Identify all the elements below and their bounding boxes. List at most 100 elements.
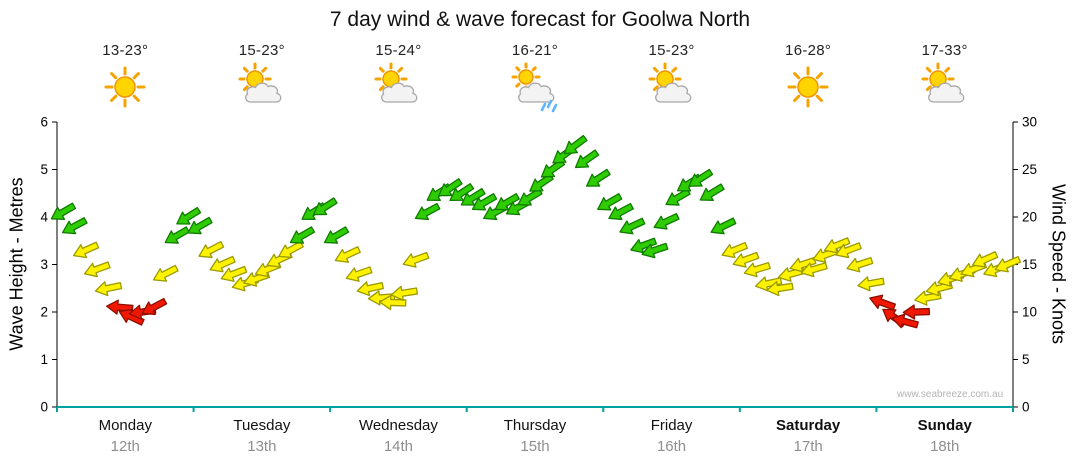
partly-cloudy-icon	[374, 62, 418, 103]
wind-arrow	[312, 197, 338, 216]
day-axis-label: Monday 12th	[55, 417, 195, 455]
wind-arrow-shape	[902, 304, 931, 320]
wind-arrow-shape	[471, 193, 498, 211]
wind-arrow	[83, 261, 111, 278]
right-axis-label: Wind Speed - Knots	[1048, 183, 1069, 345]
wind-arrow-shape	[754, 276, 783, 292]
wind-arrow	[766, 281, 794, 297]
wind-arrow-shape	[619, 217, 646, 235]
wind-arrow	[641, 242, 669, 259]
right-tick-label: 30	[1022, 115, 1037, 130]
wind-arrow-shape	[710, 217, 737, 235]
rain-showers-icon	[511, 62, 558, 113]
day-name: Tuesday	[233, 417, 291, 434]
wind-arrow	[743, 261, 771, 278]
wind-arrow-shape	[289, 226, 316, 244]
wind-arrow-shape	[164, 226, 190, 244]
wind-arrow	[289, 226, 316, 244]
wind-arrow	[699, 183, 725, 201]
wind-arrow-shape	[345, 266, 373, 282]
sun-ray	[397, 66, 404, 73]
day-name: Saturday	[776, 417, 841, 434]
wind-arrow	[869, 294, 896, 311]
wind-arrow-shape	[743, 261, 771, 278]
left-tick-label: 1	[40, 352, 48, 367]
day-temperature: 15-23°	[648, 42, 695, 59]
day-temperature: 13-23°	[102, 42, 149, 59]
wind-arrow-shape	[460, 187, 486, 206]
wind-arrow	[164, 226, 190, 244]
day-forecast-header: 16-21°	[475, 42, 595, 119]
wind-arrow	[835, 242, 862, 259]
sun-ray	[261, 66, 267, 73]
right-tick-label: 10	[1022, 305, 1037, 320]
right-tick-label: 5	[1022, 352, 1030, 367]
day-date: 17th	[793, 438, 823, 455]
sun-ray	[815, 72, 824, 80]
wind-arrow	[460, 187, 486, 206]
sun-ray	[515, 66, 521, 72]
left-axis-label: Wave Height - Metres	[6, 177, 27, 351]
wind-arrow	[586, 168, 611, 187]
wind-arrow-shape	[220, 265, 248, 282]
wind-arrow-shape	[766, 281, 794, 297]
cloud	[381, 82, 418, 103]
left-tick-label: 2	[40, 305, 48, 320]
wind-arrow-shape	[721, 241, 749, 259]
sun-ray	[379, 66, 386, 73]
wind-arrow-shape	[641, 242, 669, 259]
wind-arrow-shape	[141, 297, 168, 316]
wind-arrow-shape	[334, 246, 361, 263]
wind-arrow-shape	[586, 168, 611, 187]
wind-arrow-shape	[971, 251, 999, 268]
wind-arrow-shape	[50, 202, 77, 221]
sun-ray	[925, 66, 932, 73]
day-axis-label: Wednesday 14th	[328, 417, 468, 455]
wind-arrow-shape	[994, 256, 1022, 273]
wind-arrow-shape	[494, 193, 520, 211]
wind-arrow-shape	[688, 168, 714, 187]
day-date: 13th	[247, 438, 277, 455]
day-forecast-header: 16-28°	[748, 42, 868, 119]
wind-arrow-shape	[312, 197, 338, 216]
wind-arrow-shape	[823, 237, 851, 254]
cloud	[654, 82, 691, 103]
day-name: Wednesday	[358, 417, 438, 434]
wind-arrow	[800, 262, 828, 278]
wind-arrow-shape	[891, 313, 919, 329]
wind-arrow	[891, 313, 919, 329]
wind-arrow	[630, 237, 657, 254]
sun-ray	[110, 72, 118, 80]
sun-ray	[925, 85, 932, 92]
wind-arrow	[597, 193, 623, 211]
wind-arrow-shape	[187, 216, 213, 235]
wind-arrow	[50, 202, 77, 221]
day-name: Thursday	[503, 417, 567, 434]
day-forecast-header: 15-24°	[338, 42, 458, 119]
wind-arrow	[187, 216, 213, 235]
wind-arrow-shape	[356, 281, 384, 297]
wind-arrow-shape	[563, 134, 588, 155]
wind-arrow	[732, 251, 760, 268]
day-date: 12th	[110, 438, 140, 455]
day-temperature: 16-21°	[511, 42, 559, 59]
day-date: 18th	[930, 438, 960, 455]
wind-arrow	[494, 193, 520, 211]
sun-ray	[242, 85, 249, 92]
sun-ray	[793, 94, 801, 102]
wind-arrow	[857, 276, 885, 292]
wind-arrow	[449, 183, 475, 202]
wind-arrow-shape	[699, 183, 725, 201]
cloud	[518, 82, 555, 103]
wind-arrow-shape	[152, 264, 179, 282]
sunny-icon	[104, 66, 146, 108]
wind-arrow	[608, 202, 634, 221]
wind-arrow	[721, 241, 749, 259]
sun-ray	[110, 94, 118, 102]
wind-arrow	[994, 256, 1022, 273]
wind-arrow-shape	[732, 251, 760, 268]
wind-arrow	[619, 217, 646, 235]
sun-ray	[132, 72, 141, 80]
wind-arrow-shape	[438, 178, 463, 197]
